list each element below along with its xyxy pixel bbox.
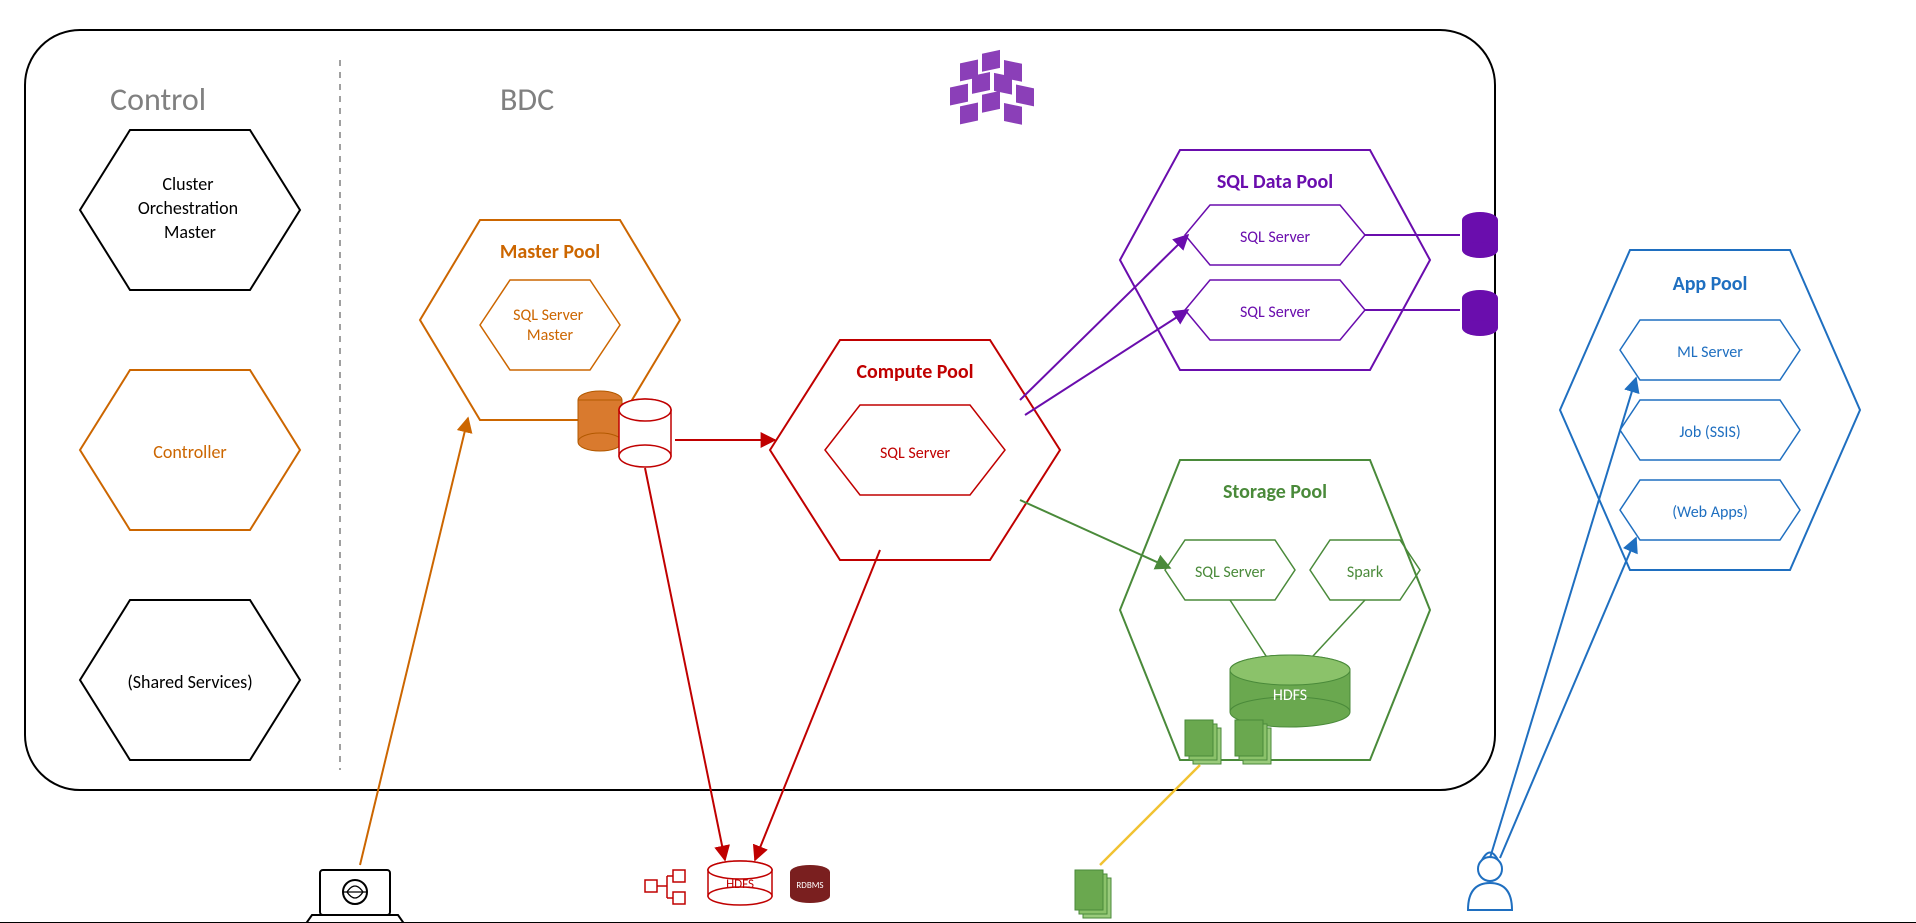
sql-data-db-icon-1: [1462, 212, 1498, 258]
svg-text:ML Server: ML Server: [1677, 343, 1743, 362]
storage-docs-icon-2: [1235, 720, 1271, 764]
svg-text:Storage Pool: Storage Pool: [1223, 480, 1327, 504]
svg-text:App Pool: App Pool: [1673, 272, 1748, 296]
hdfs-cylinder-icon: HDFS: [1230, 655, 1350, 727]
svg-text:Controller: Controller: [153, 441, 226, 463]
sql-data-db-icon-2: [1462, 290, 1498, 336]
svg-text:SQL Server: SQL Server: [1240, 303, 1311, 322]
svg-text:HDFS: HDFS: [726, 877, 754, 892]
svg-text:SQL Data Pool: SQL Data Pool: [1217, 170, 1333, 194]
svg-text:Job (SSIS): Job (SSIS): [1679, 423, 1740, 442]
bdc-title: BDC: [500, 80, 554, 119]
architecture-diagram: Control BDC Cluster Orchestration Master: [0, 0, 1916, 923]
svg-text:SQL Server: SQL Server: [1240, 228, 1311, 247]
svg-text:SQL Server: SQL Server: [880, 444, 951, 463]
storage-docs-icon: [1185, 720, 1221, 764]
svg-text:Master Pool: Master Pool: [500, 240, 600, 264]
hdfs-bottom-icon: HDFS: [708, 861, 772, 905]
svg-text:Compute Pool: Compute Pool: [856, 360, 973, 384]
control-title: Control: [110, 80, 206, 119]
rdbms-icon: RDBMS: [790, 865, 830, 903]
svg-text:SQL Server: SQL Server: [1195, 563, 1266, 582]
svg-text:Spark: Spark: [1347, 563, 1384, 582]
svg-text:HDFS: HDFS: [1273, 686, 1307, 705]
green-docs-icon: [1075, 870, 1111, 918]
svg-text:RDBMS: RDBMS: [796, 880, 823, 891]
svg-text:(Shared Services): (Shared Services): [127, 671, 252, 693]
svg-text:(Web Apps): (Web Apps): [1672, 503, 1748, 522]
